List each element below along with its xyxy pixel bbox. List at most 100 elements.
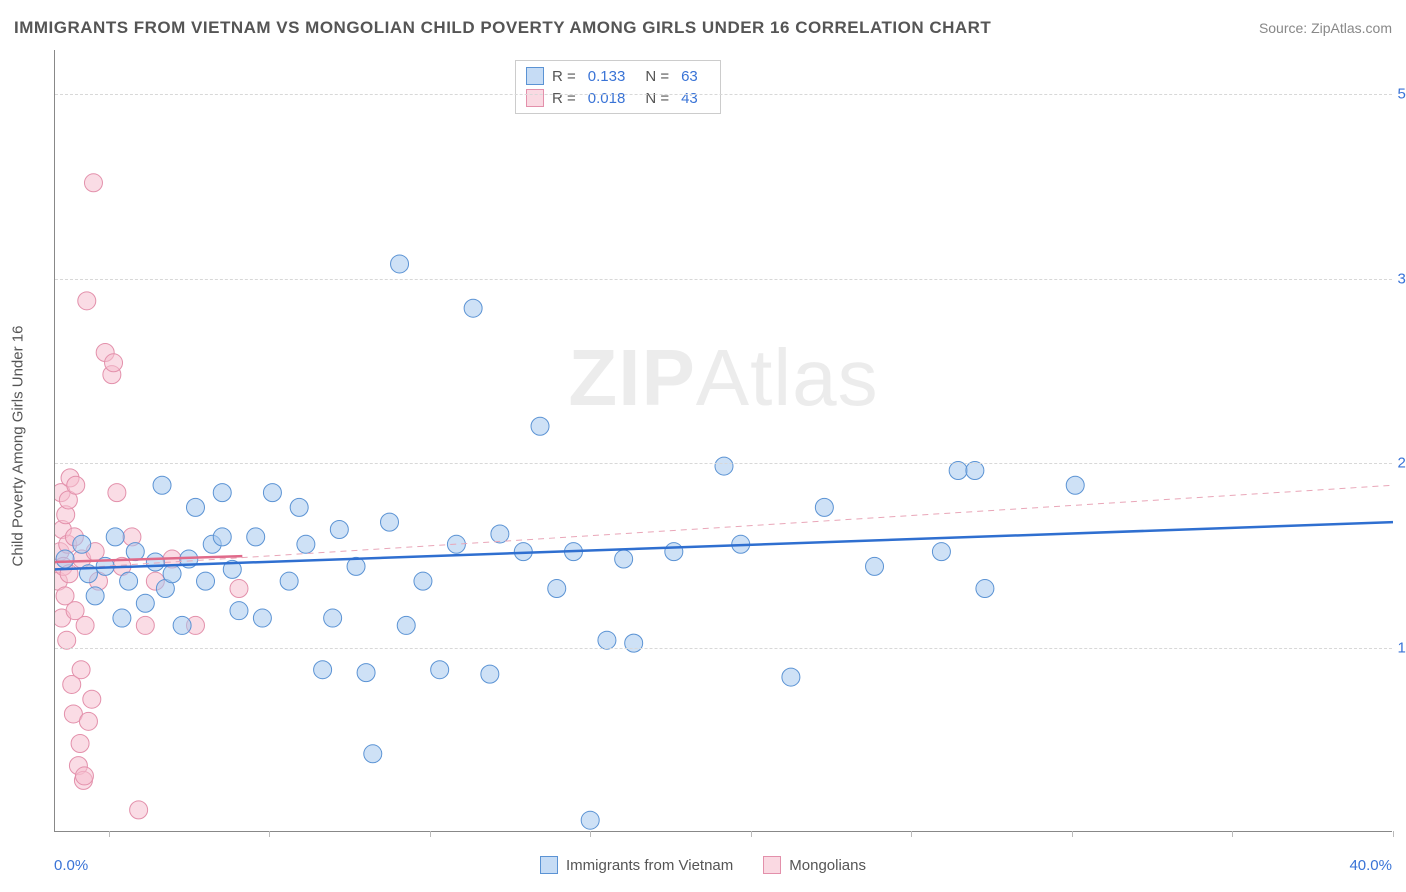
x-tick <box>1072 831 1073 837</box>
stat-r-value: 0.018 <box>588 90 626 107</box>
point-vietnam <box>431 661 449 679</box>
x-tick <box>911 831 912 837</box>
x-tick <box>1393 831 1394 837</box>
point-mongolian <box>136 616 154 634</box>
stat-n-label: N = <box>645 68 669 85</box>
point-vietnam <box>464 299 482 317</box>
x-tick <box>109 831 110 837</box>
point-vietnam <box>381 513 399 531</box>
legend-series-label: Immigrants from Vietnam <box>566 857 733 874</box>
point-vietnam <box>782 668 800 686</box>
point-vietnam <box>949 462 967 480</box>
regression-dashed <box>55 485 1393 569</box>
point-vietnam <box>598 631 616 649</box>
stat-r-value: 0.133 <box>588 68 626 85</box>
point-vietnam <box>263 484 281 502</box>
point-vietnam <box>391 255 409 273</box>
legend-swatch-icon <box>526 89 544 107</box>
legend-series-item: Immigrants from Vietnam <box>540 856 733 874</box>
point-mongolian <box>108 484 126 502</box>
source-label: Source: <box>1259 20 1307 36</box>
point-mongolian <box>76 616 94 634</box>
x-tick <box>751 831 752 837</box>
point-vietnam <box>86 587 104 605</box>
point-vietnam <box>625 634 643 652</box>
point-mongolian <box>83 690 101 708</box>
point-vietnam <box>213 528 231 546</box>
y-tick-label: 37.5% <box>1394 270 1406 287</box>
point-vietnam <box>186 498 204 516</box>
source-value: ZipAtlas.com <box>1311 20 1392 36</box>
point-vietnam <box>615 550 633 568</box>
point-vietnam <box>197 572 215 590</box>
point-mongolian <box>71 734 89 752</box>
point-vietnam <box>297 535 315 553</box>
legend-series: Immigrants from Vietnam Mongolians <box>540 856 866 874</box>
stat-n-value: 63 <box>681 68 698 85</box>
point-vietnam <box>247 528 265 546</box>
point-vietnam <box>56 550 74 568</box>
point-vietnam <box>106 528 124 546</box>
scatter-svg <box>55 50 1393 832</box>
legend-stat-row: R =0.018N =43 <box>526 87 710 109</box>
plot-area: ZIPAtlas R =0.133N =63R =0.018N =43 12.5… <box>54 50 1392 832</box>
point-vietnam <box>715 457 733 475</box>
point-vietnam <box>966 462 984 480</box>
point-mongolian <box>58 631 76 649</box>
source-attribution: Source: ZipAtlas.com <box>1259 20 1392 36</box>
point-vietnam <box>357 664 375 682</box>
point-vietnam <box>126 543 144 561</box>
stat-r-label: R = <box>552 68 576 85</box>
point-vietnam <box>280 572 298 590</box>
point-vietnam <box>531 417 549 435</box>
point-vietnam <box>73 535 91 553</box>
gridline-h <box>55 94 1392 95</box>
point-vietnam <box>364 745 382 763</box>
x-tick <box>590 831 591 837</box>
point-vietnam <box>976 580 994 598</box>
point-vietnam <box>414 572 432 590</box>
point-mongolian <box>67 476 85 494</box>
point-vietnam <box>290 498 308 516</box>
x-tick <box>430 831 431 837</box>
point-vietnam <box>253 609 271 627</box>
point-vietnam <box>932 543 950 561</box>
y-tick-label: 12.5% <box>1394 639 1406 656</box>
point-vietnam <box>815 498 833 516</box>
point-mongolian <box>130 801 148 819</box>
point-vietnam <box>665 543 683 561</box>
point-mongolian <box>105 354 123 372</box>
x-axis-min-label: 0.0% <box>54 857 88 874</box>
legend-stat-row: R = 0.133 N = 63 <box>526 65 710 87</box>
point-vietnam <box>866 557 884 575</box>
point-vietnam <box>213 484 231 502</box>
point-mongolian <box>79 712 97 730</box>
point-mongolian <box>230 580 248 598</box>
point-vietnam <box>120 572 138 590</box>
point-vietnam <box>153 476 171 494</box>
x-tick <box>269 831 270 837</box>
point-vietnam <box>314 661 332 679</box>
legend-stats-box: R = 0.133 N = 63 R =0.018N =43 <box>515 60 721 114</box>
correlation-chart: IMMIGRANTS FROM VIETNAM VS MONGOLIAN CHI… <box>0 0 1406 892</box>
chart-title: IMMIGRANTS FROM VIETNAM VS MONGOLIAN CHI… <box>14 18 991 38</box>
point-vietnam <box>548 580 566 598</box>
point-vietnam <box>330 521 348 539</box>
legend-series-label: Mongolians <box>789 857 866 874</box>
legend-swatch-icon <box>526 67 544 85</box>
stat-n-value: 43 <box>681 90 698 107</box>
point-mongolian <box>78 292 96 310</box>
point-vietnam <box>146 553 164 571</box>
point-mongolian <box>75 767 93 785</box>
point-mongolian <box>84 174 102 192</box>
point-vietnam <box>324 609 342 627</box>
point-vietnam <box>1066 476 1084 494</box>
point-vietnam <box>113 609 131 627</box>
y-tick-label: 50.0% <box>1394 86 1406 103</box>
point-vietnam <box>491 525 509 543</box>
point-vietnam <box>230 602 248 620</box>
y-axis-title: Child Poverty Among Girls Under 16 <box>10 326 27 567</box>
legend-swatch-icon <box>763 856 781 874</box>
y-tick-label: 25.0% <box>1394 455 1406 472</box>
gridline-h <box>55 463 1392 464</box>
